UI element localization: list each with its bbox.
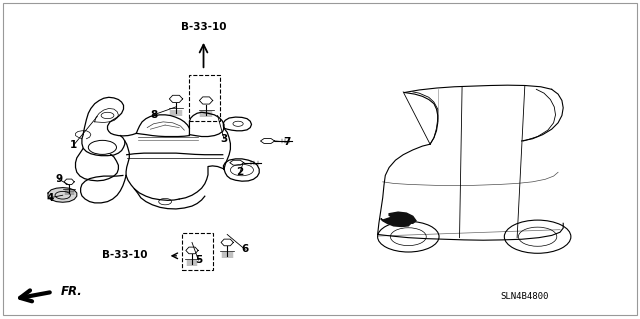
Text: 8: 8 (150, 110, 157, 120)
Text: FR.: FR. (61, 286, 83, 298)
Polygon shape (381, 215, 411, 226)
Polygon shape (48, 188, 77, 202)
Text: 5: 5 (195, 255, 202, 265)
Text: B-33-10: B-33-10 (102, 250, 147, 260)
Text: B-33-10: B-33-10 (180, 22, 227, 32)
Text: 9: 9 (55, 174, 63, 184)
Text: 7: 7 (283, 137, 291, 147)
Text: 2: 2 (236, 167, 244, 177)
Bar (189, 75, 220, 121)
Text: 6: 6 (241, 244, 249, 255)
Text: 3: 3 (220, 134, 228, 144)
Text: SLN4B4800: SLN4B4800 (500, 292, 549, 301)
Text: 4: 4 (46, 193, 54, 203)
Text: 1: 1 (70, 140, 77, 150)
Polygon shape (389, 212, 416, 223)
Bar (182, 233, 213, 270)
